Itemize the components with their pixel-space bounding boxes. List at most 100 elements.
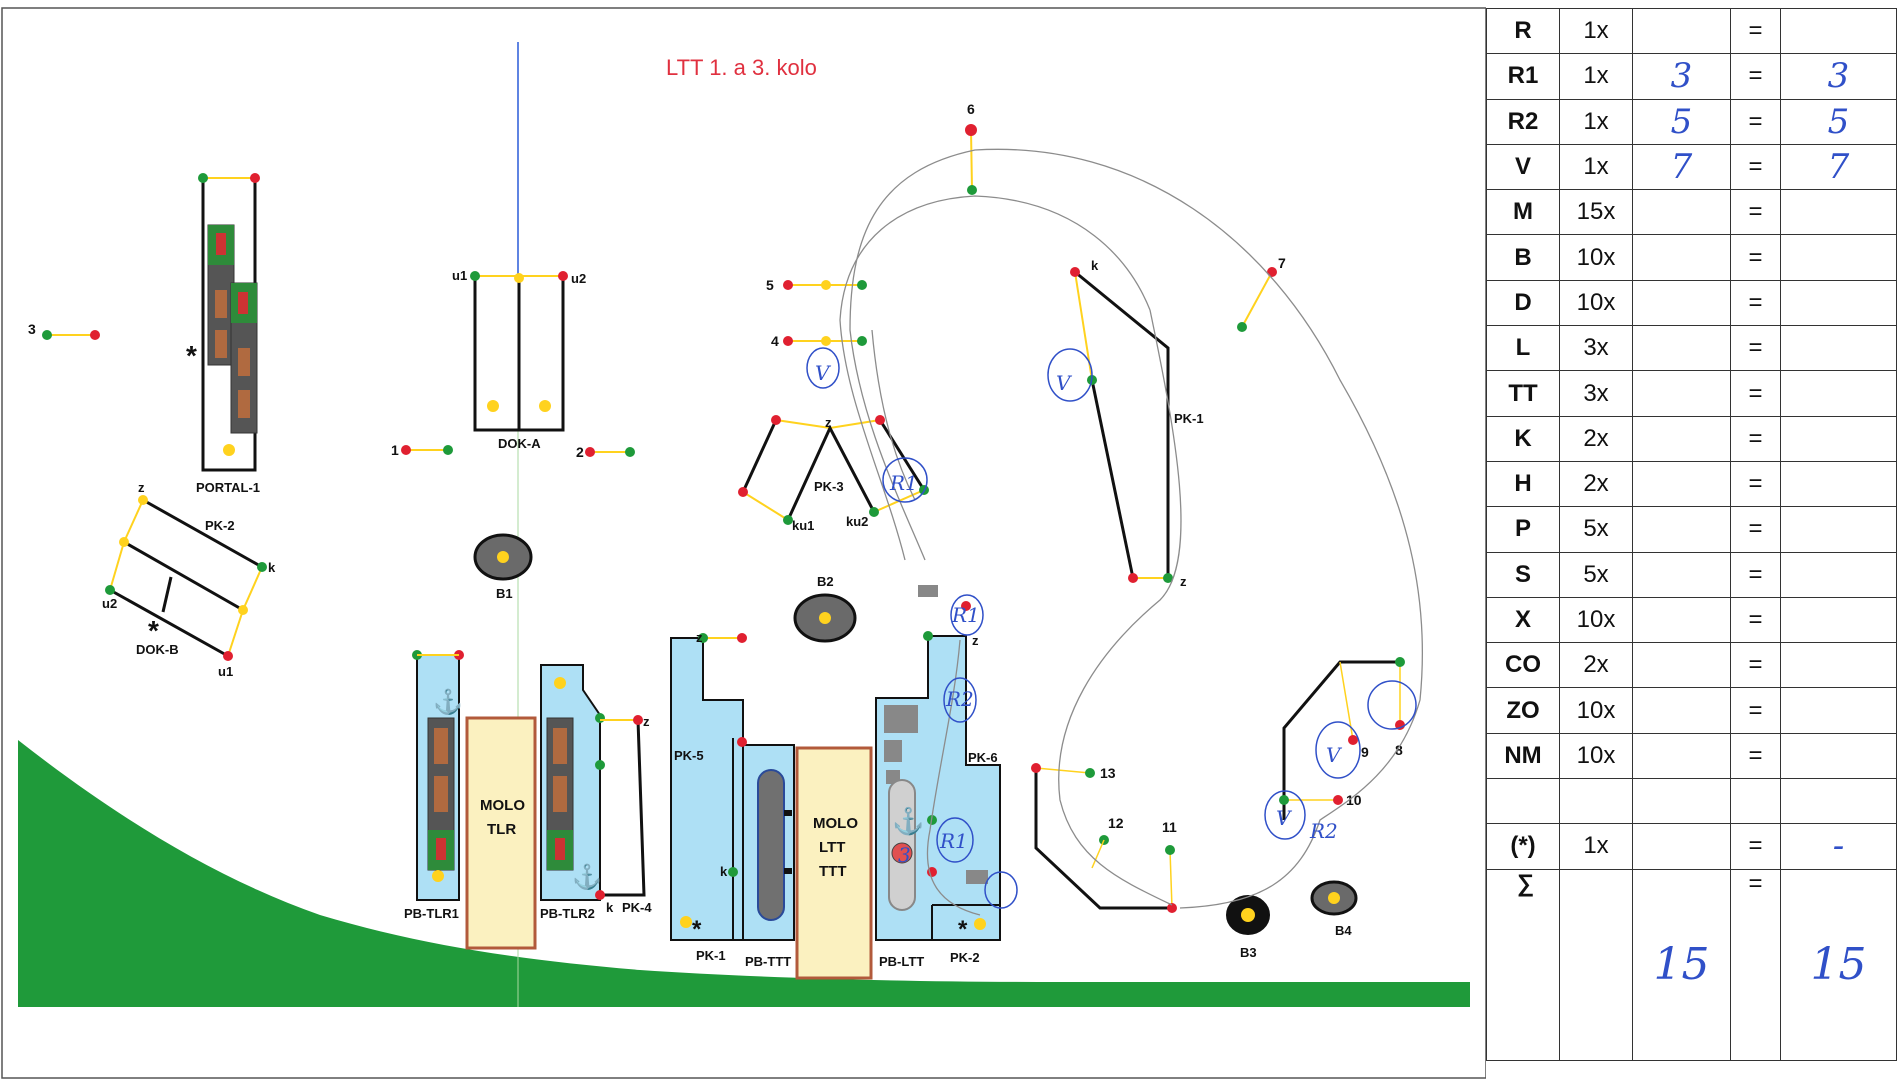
sheet-border: [1, 7, 1486, 1079]
score-row: B 10x =: [1486, 234, 1897, 281]
course-title: LTT 1. a 3. kolo: [666, 55, 817, 80]
pk-5-label: PK-5: [674, 748, 704, 763]
multiplier: 10x: [1559, 732, 1633, 780]
buoy-red: [250, 173, 260, 183]
course-route: [839, 148, 1424, 916]
handwritten-result: [1780, 732, 1897, 780]
gate-6: 6: [965, 101, 977, 195]
penalty-code: R2: [1486, 98, 1560, 145]
multiplier: 2x: [1559, 415, 1633, 462]
multiplier: 10x: [1559, 234, 1633, 281]
k-label: k: [268, 560, 276, 575]
gate-number: 3: [28, 321, 36, 337]
b2-label: B2: [817, 574, 834, 589]
gate-number: 5: [766, 277, 774, 293]
score-row: R1 1x 3 = 3: [1486, 53, 1897, 100]
pk-1-upper: k PK-1 z: [1070, 258, 1204, 589]
pk-4-label: PK-4: [622, 900, 652, 915]
penalty-code: V: [1486, 143, 1560, 191]
handwritten-count: [1632, 415, 1731, 462]
b3-label: B3: [1240, 945, 1257, 960]
penalty-code: X: [1486, 596, 1560, 644]
pk-1-label: PK-1: [696, 948, 726, 963]
gate-number: 12: [1108, 815, 1124, 831]
multiplier: 3x: [1559, 325, 1633, 372]
k-label: k: [1091, 258, 1099, 273]
handwritten-result: [1780, 460, 1897, 508]
score-row: M 15x =: [1486, 189, 1897, 236]
score-row: D 10x =: [1486, 279, 1897, 327]
penalty-code: L: [1486, 325, 1560, 372]
handwritten-result: [1780, 234, 1897, 281]
handwritten-marks: [806, 347, 1417, 909]
score-row: (*) 1x = -: [1486, 823, 1897, 870]
star-mark: *: [148, 615, 159, 646]
score-row: P 5x =: [1486, 506, 1897, 553]
molo-tlr: MOLO TLR: [465, 716, 537, 950]
equals-sign: =: [1730, 596, 1781, 644]
handwritten-count: [1632, 370, 1731, 417]
k-label: k: [720, 864, 728, 879]
handwritten-result: [1780, 325, 1897, 372]
anchor-icon: ⚓: [572, 863, 602, 891]
penalty-code: P: [1486, 506, 1560, 553]
star-mark: *: [186, 340, 197, 371]
molo-label: LTT: [819, 839, 845, 856]
multiplier: 15x: [1559, 189, 1633, 236]
dok-a-label: DOK-A: [498, 436, 541, 451]
handwritten-count: [1632, 325, 1731, 372]
handwritten-result: 5: [1780, 98, 1897, 145]
score-row: CO 2x =: [1486, 642, 1897, 689]
equals-sign: =: [1730, 143, 1781, 191]
pk-2-label: PK-2: [950, 950, 980, 965]
handwritten-count: [1632, 778, 1731, 825]
multiplier: 5x: [1559, 551, 1633, 598]
gate-number: 9: [1361, 744, 1369, 760]
handwritten-result: [1780, 415, 1897, 462]
multiplier: 1x: [1559, 143, 1633, 191]
score-row: X 10x =: [1486, 596, 1897, 644]
handwritten-r1: R1: [939, 829, 968, 853]
gate-number: 2: [576, 444, 584, 460]
equals-sign: =: [1730, 415, 1781, 462]
score-row: NM 10x =: [1486, 732, 1897, 780]
star-mark: *: [692, 916, 702, 943]
penalty-code: M: [1486, 189, 1560, 236]
multiplier: 2x: [1559, 642, 1633, 689]
pb-ltt-label: PB-LTT: [879, 954, 924, 969]
pb-tlr1-label: PB-TLR1: [404, 906, 459, 921]
buoy-8: [1395, 720, 1405, 730]
gate-2: 2: [576, 444, 635, 460]
penalty-code: ∑: [1486, 868, 1560, 1061]
sum-row: ∑ 15 = 15: [1486, 868, 1897, 1061]
pk-3: z PK-3 ku1 ku2: [738, 415, 929, 533]
pb-ttt-label: PB-TTT: [745, 954, 791, 969]
pk-6-label: PK-6: [968, 750, 998, 765]
handwritten-result: 7: [1780, 143, 1897, 191]
handwritten-count: [1632, 732, 1731, 780]
molo-ltt: MOLO LTT TTT: [795, 746, 873, 980]
multiplier: 1x: [1559, 7, 1633, 55]
z-label: z: [972, 633, 979, 648]
gate-number: 6: [967, 101, 975, 117]
gate-number: 13: [1100, 765, 1116, 781]
score-row: L 3x =: [1486, 325, 1897, 372]
z-label: z: [825, 415, 832, 430]
buoy-b4: B4: [1310, 880, 1358, 938]
equals-sign: =: [1730, 189, 1781, 236]
handwritten-r1: R1: [889, 471, 918, 495]
penalty-code: NM: [1486, 732, 1560, 780]
handwritten-result: [1780, 687, 1897, 734]
pk-1-label: PK-1: [1174, 411, 1204, 426]
score-row: V 1x 7 = 7: [1486, 143, 1897, 191]
penalty-code: CO: [1486, 642, 1560, 689]
handwritten-count: 3: [1632, 53, 1731, 100]
handwritten-result: [1780, 279, 1897, 327]
equals-sign: =: [1730, 551, 1781, 598]
dok-a: u1 u2 DOK-A: [452, 268, 586, 451]
handwritten-count: [1632, 823, 1731, 870]
penalty-code: D: [1486, 279, 1560, 327]
star-mark: *: [958, 916, 968, 943]
gate-3: 3: [28, 321, 100, 340]
penalty-code: B: [1486, 234, 1560, 281]
